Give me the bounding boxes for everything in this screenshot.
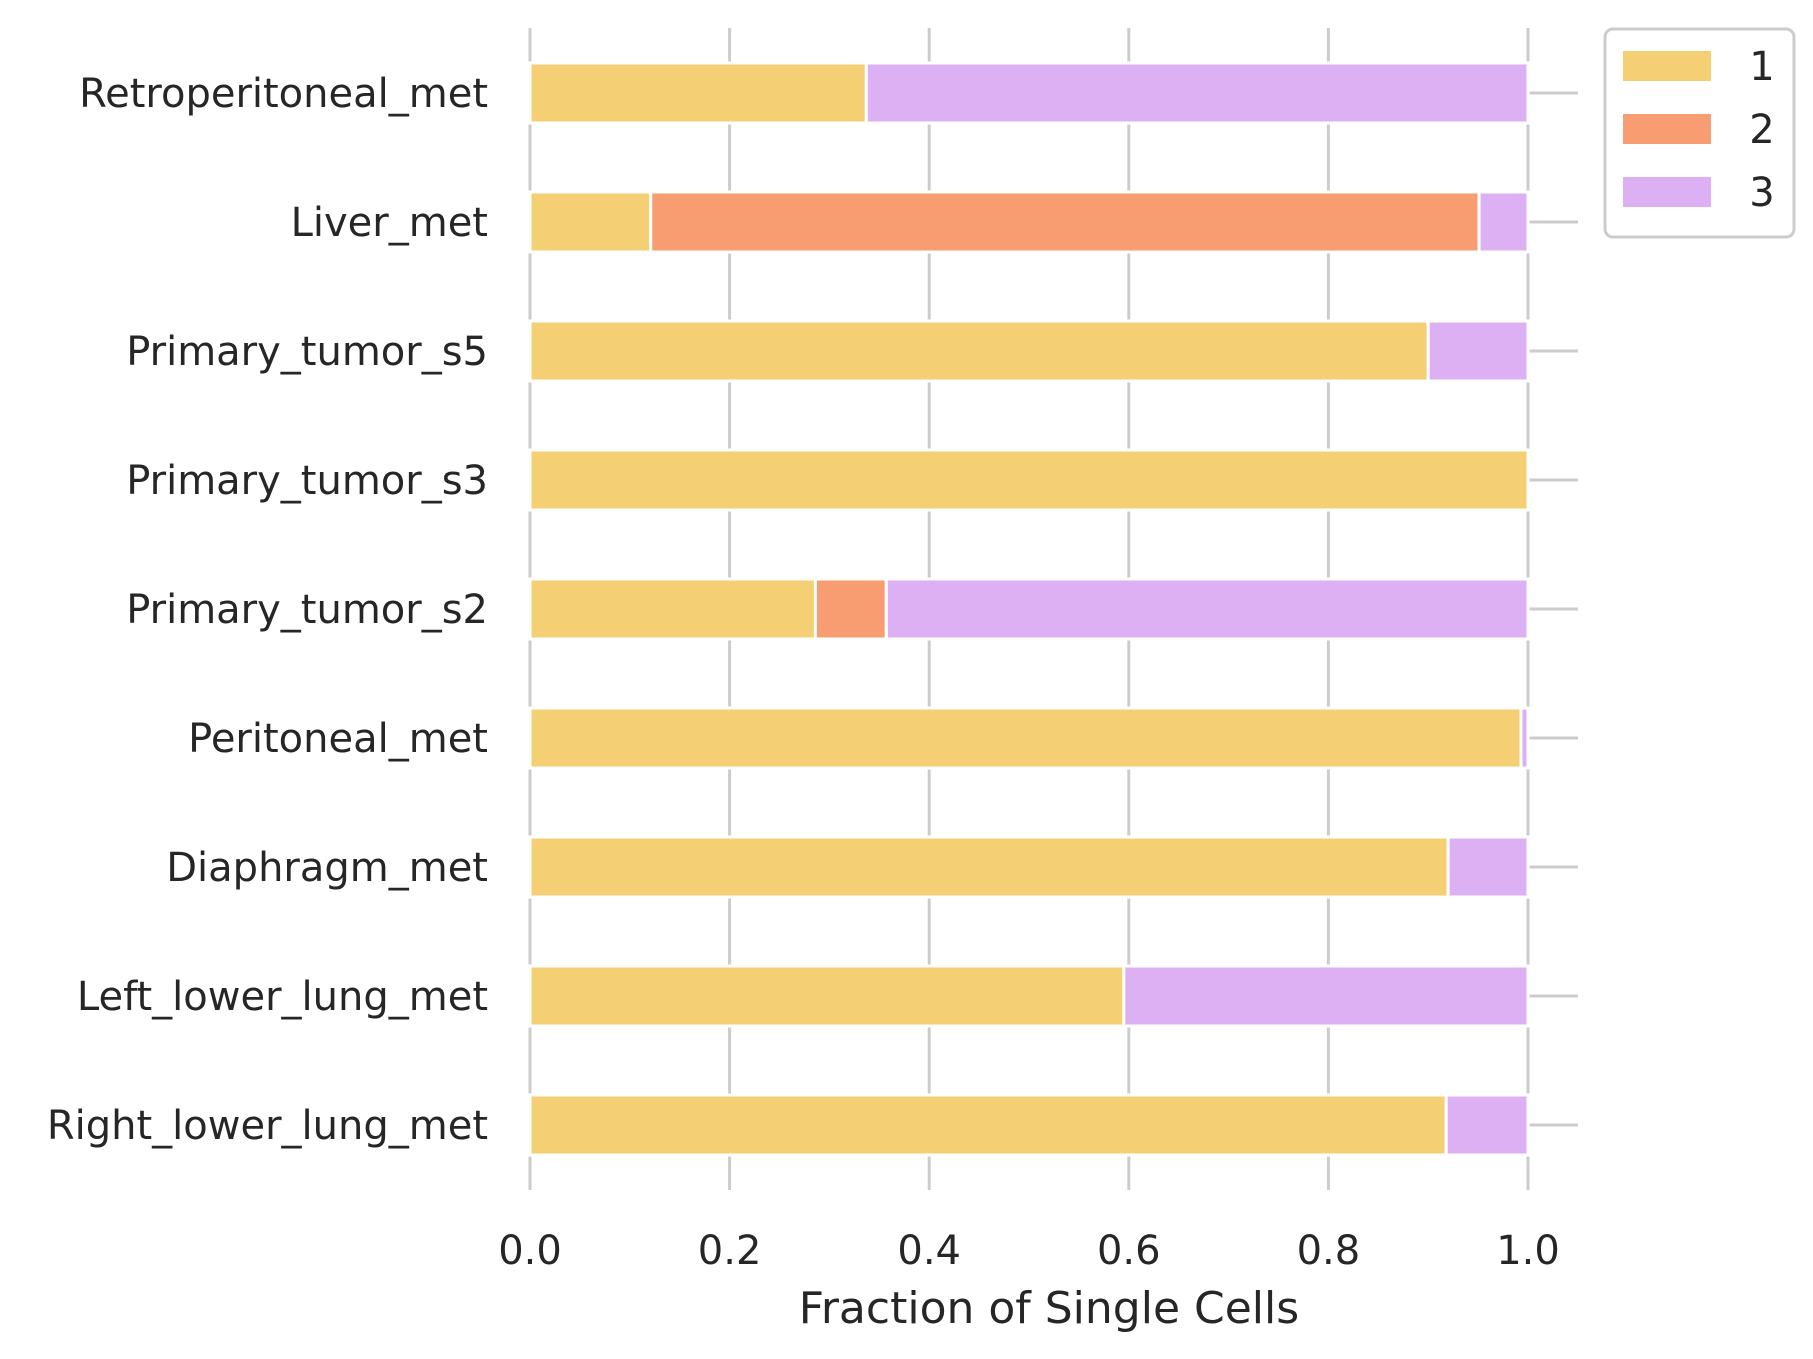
x-tick-label: 0.4 [897,1228,961,1274]
category-label: Left_lower_lung_met [77,974,488,1020]
legend-label-2: 2 [1749,107,1774,153]
legend: 1 2 3 [1603,27,1796,239]
bar-segment-series-1 [528,319,1430,383]
category-label: Diaphragm_met [166,845,488,891]
bar-segment-series-1 [528,835,1450,899]
category-label: Liver_met [291,200,488,246]
bar-segment-series-3 [864,61,1530,125]
bars [528,61,1530,1157]
x-tick-label: 0.2 [698,1228,762,1274]
category-label: Primary_tumor_s3 [126,458,488,504]
x-tick-labels: 0.0 0.2 0.4 0.6 0.8 1.0 [498,1228,1560,1274]
legend-swatch-2 [1623,114,1711,144]
bar-segment-series-1 [528,1093,1448,1157]
bar-segment-series-3 [1122,964,1530,1028]
bar-segment-series-3 [1426,319,1530,383]
bar-segment-series-1 [528,448,1530,512]
x-tick-label: 0.6 [1097,1228,1161,1274]
bar-segment-series-3 [1477,190,1530,254]
category-label: Retroperitoneal_met [79,71,488,117]
x-tick-label: 0.8 [1297,1228,1361,1274]
bar-segment-series-3 [884,577,1530,641]
x-tick-label: 1.0 [1496,1228,1560,1274]
legend-label-3: 3 [1749,170,1774,216]
x-tick-label: 0.0 [498,1228,562,1274]
category-label: Peritoneal_met [188,716,488,762]
category-label: Primary_tumor_s5 [126,329,488,375]
category-label: Right_lower_lung_met [47,1103,488,1149]
legend-swatch-3 [1623,177,1711,207]
category-label: Primary_tumor_s2 [126,587,488,633]
bar-segment-series-1 [528,706,1523,770]
bar-segment-series-1 [528,964,1126,1028]
bar-segment-series-2 [649,190,1481,254]
bar-segment-series-1 [528,61,868,125]
category-labels: Retroperitoneal_met Liver_met Primary_tumo… [47,71,488,1149]
legend-label-1: 1 [1749,44,1774,90]
bar-segment-series-3 [1446,835,1530,899]
bar-segment-series-3 [1519,706,1530,770]
bar-segment-series-1 [528,190,653,254]
bar-segment-series-2 [813,577,888,641]
legend-swatch-1 [1623,51,1711,81]
bar-segment-series-3 [1444,1093,1530,1157]
bar-segment-series-1 [528,577,817,641]
x-axis-title: Fraction of Single Cells [799,1283,1299,1334]
